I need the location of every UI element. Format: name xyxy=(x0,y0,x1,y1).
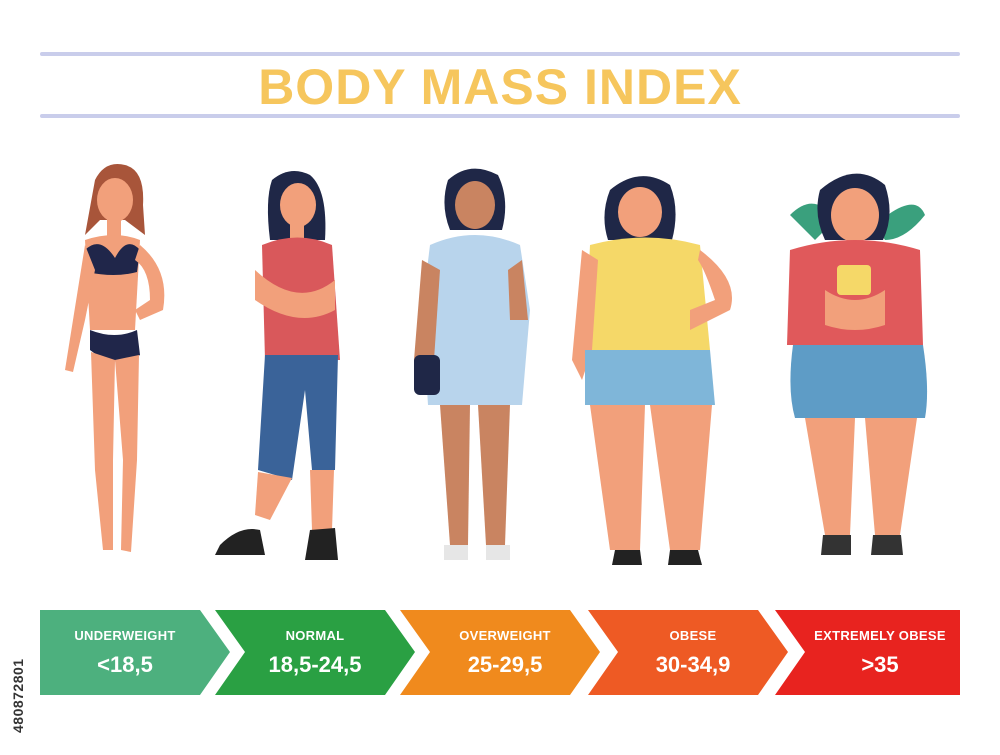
page-title: BODY MASS INDEX xyxy=(258,59,742,115)
category-label: UNDERWEIGHT xyxy=(74,628,176,643)
plant-leaf-icon xyxy=(875,204,925,240)
category-label: OBESE xyxy=(669,628,717,643)
category-range: 18,5-24,5 xyxy=(268,652,362,677)
extremely-obese-figure xyxy=(787,173,928,555)
arrow-shape xyxy=(400,610,600,695)
stock-id: 480872801 xyxy=(10,658,26,733)
category-normal: NORMAL 18,5-24,5 xyxy=(215,610,415,695)
denim-skirt xyxy=(790,345,928,418)
category-obese: OBESE 30-34,9 xyxy=(588,610,788,695)
bottom-divider xyxy=(40,114,960,118)
denim-shorts xyxy=(585,350,715,405)
category-range: 30-34,9 xyxy=(655,652,731,677)
arrow-shape xyxy=(588,610,788,695)
category-range: 25-29,5 xyxy=(467,652,543,677)
arrow-shape xyxy=(215,610,415,695)
top-divider xyxy=(40,52,960,56)
normal-figure xyxy=(215,171,340,560)
bottom xyxy=(90,330,140,362)
category-range: <18,5 xyxy=(97,652,153,677)
category-label: OVERWEIGHT xyxy=(459,628,551,643)
figures-row xyxy=(0,160,1000,580)
arrow-shape xyxy=(40,610,230,695)
overweight-figure xyxy=(414,168,530,560)
yellow-top xyxy=(585,237,710,350)
category-extremely-obese: EXTREMELY OBESE >35 xyxy=(775,610,965,695)
category-overweight: OVERWEIGHT 25-29,5 xyxy=(400,610,600,695)
category-label: NORMAL xyxy=(285,628,345,643)
face xyxy=(97,178,133,222)
category-label: EXTREMELY OBESE xyxy=(814,628,946,643)
leggings xyxy=(258,355,338,480)
obese-figure xyxy=(572,176,732,565)
top xyxy=(85,244,140,275)
crossed-arms xyxy=(255,270,335,318)
bmi-scale: UNDERWEIGHT <18,5 NORMAL 18,5-24,5 OVERW… xyxy=(0,610,1000,695)
category-range: >35 xyxy=(861,652,899,677)
plant-pot-icon xyxy=(837,265,871,295)
dress xyxy=(422,235,530,405)
underweight-figure xyxy=(65,164,165,552)
category-underweight: UNDERWEIGHT <18,5 xyxy=(40,610,230,695)
arrow-shape xyxy=(775,610,960,695)
